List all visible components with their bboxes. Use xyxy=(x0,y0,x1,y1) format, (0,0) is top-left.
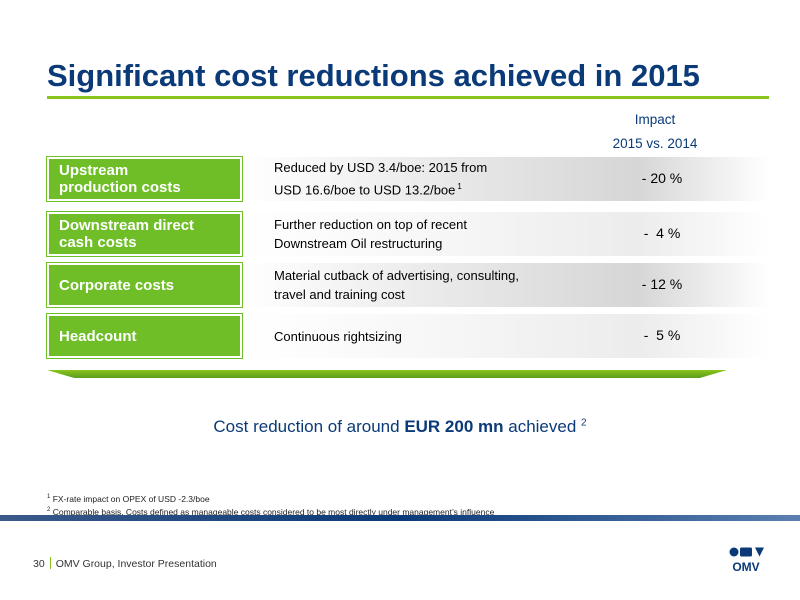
footer-text: OMV Group, Investor Presentation xyxy=(55,558,217,570)
impact-header-line1: Impact xyxy=(634,112,676,127)
row-description: Further reduction on top of recent Downs… xyxy=(274,217,467,251)
footnote-2: 2 Comparable basis. Costs defined as man… xyxy=(47,506,495,517)
omv-logo: OMV xyxy=(729,547,764,574)
row-impact-value: - 20 % xyxy=(641,170,683,186)
cost-row-downstream: Downstream direct cash costs Further red… xyxy=(46,211,769,257)
summary-amount: EUR 200 mn xyxy=(404,417,504,436)
summary-statement: Cost reduction of around EUR 200 mn achi… xyxy=(213,417,587,436)
green-accent-bar xyxy=(47,370,727,378)
footnote-ref: 2 xyxy=(581,417,587,429)
footer-band xyxy=(0,515,800,521)
page-title: Significant cost reductions achieved in … xyxy=(47,58,700,93)
impact-header-line2: 2015 vs. 2014 xyxy=(612,136,698,151)
page-number: 30 xyxy=(33,558,45,570)
row-description: Continuous rightsizing xyxy=(274,328,402,344)
logo-mark-icon xyxy=(729,547,764,557)
row-background xyxy=(242,157,769,201)
row-background xyxy=(242,212,769,256)
row-label: Corporate costs xyxy=(46,262,243,308)
row-impact-value: - 5 % xyxy=(643,327,681,343)
footnote-1: 1 FX-rate impact on OPEX of USD -2.3/boe xyxy=(47,493,210,504)
row-label: Upstream production costs xyxy=(46,156,243,202)
row-description: Material cutback of advertising, consult… xyxy=(274,268,519,302)
impact-column-header: Impact 2015 vs. 2014 xyxy=(600,108,710,156)
slide-footer: 30 OMV Group, Investor Presentation xyxy=(33,557,217,570)
row-label: Headcount xyxy=(46,313,243,359)
row-label: Downstream direct cash costs xyxy=(46,211,243,257)
cost-row-headcount: Headcount Continuous rightsizing - 5 % xyxy=(46,313,769,359)
row-description: Reduced by USD 3.4/boe: 2015 from USD 16… xyxy=(274,160,488,198)
footnotes: 1 FX-rate impact on OPEX of USD -2.3/boe… xyxy=(47,492,494,518)
row-impact-value: - 12 % xyxy=(641,276,683,292)
cost-row-upstream: Upstream production costs Reduced by USD… xyxy=(46,156,769,202)
logo-text: OMV xyxy=(732,560,759,574)
cost-row-corporate: Corporate costs Material cutback of adve… xyxy=(46,262,769,308)
footnote-ref: 1 xyxy=(457,182,462,192)
footer-separator xyxy=(49,557,51,569)
title-underline xyxy=(47,96,769,99)
row-background xyxy=(242,263,769,307)
row-impact-value: - 4 % xyxy=(643,225,681,241)
row-background xyxy=(242,314,769,358)
